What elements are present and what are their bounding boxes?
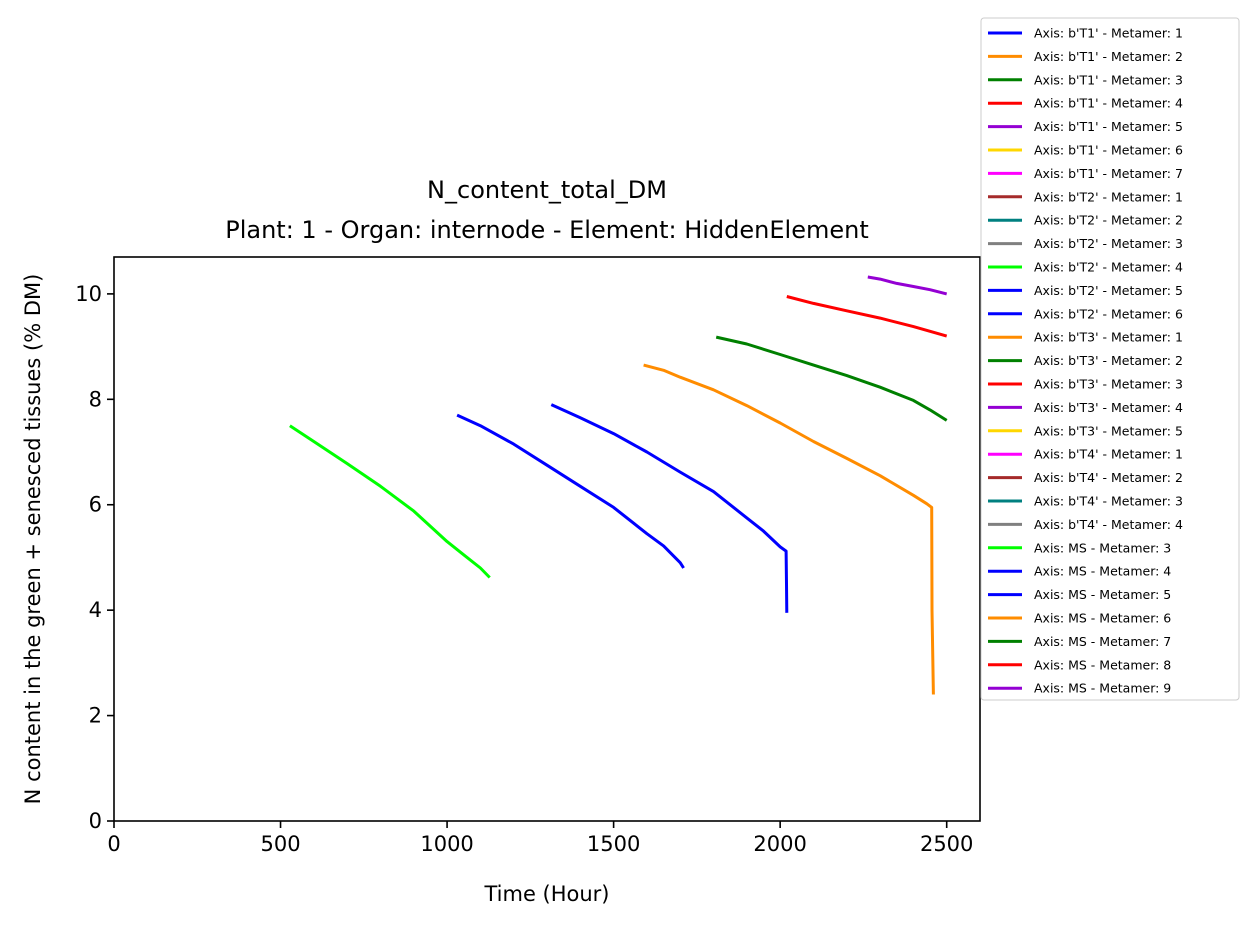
chart-title: N_content_total_DM (427, 176, 667, 204)
legend-label: Axis: MS - Metamer: 7 (1034, 634, 1171, 649)
legend-label: Axis: b'T2' - Metamer: 1 (1034, 189, 1183, 204)
legend-label: Axis: b'T3' - Metamer: 1 (1034, 330, 1183, 345)
legend-label: Axis: b'T1' - Metamer: 1 (1034, 26, 1183, 41)
y-tick-label: 8 (89, 387, 102, 411)
legend-label: Axis: b'T4' - Metamer: 4 (1034, 517, 1183, 532)
y-axis-title: N content in the green + senesced tissue… (21, 274, 45, 805)
legend-label: Axis: b'T1' - Metamer: 5 (1034, 119, 1183, 134)
legend-label: Axis: b'T1' - Metamer: 2 (1034, 49, 1183, 64)
series-line-26 (715, 335, 948, 422)
legend-label: Axis: b'T3' - Metamer: 4 (1034, 400, 1183, 415)
y-tick-label: 2 (89, 704, 102, 728)
series-line-28 (867, 275, 948, 296)
series-layer (289, 275, 948, 695)
legend-label: Axis: b'T3' - Metamer: 3 (1034, 377, 1183, 392)
legend-label: Axis: MS - Metamer: 9 (1034, 681, 1171, 696)
legend-label: Axis: b'T3' - Metamer: 5 (1034, 423, 1183, 438)
x-tick-label: 0 (107, 832, 120, 856)
legend-label: Axis: b'T2' - Metamer: 3 (1034, 236, 1183, 251)
x-tick-label: 1500 (587, 832, 640, 856)
series-line-24 (550, 403, 789, 613)
legend-label: Axis: MS - Metamer: 3 (1034, 540, 1171, 555)
x-tick-label: 1000 (420, 832, 473, 856)
plot-area-frame (113, 256, 981, 822)
chart-subtitle: Plant: 1 - Organ: internode - Element: H… (225, 216, 869, 244)
legend-label: Axis: b'T1' - Metamer: 4 (1034, 96, 1183, 111)
x-tick-label: 500 (260, 832, 300, 856)
legend-label: Axis: b'T2' - Metamer: 6 (1034, 306, 1183, 321)
legend-label: Axis: b'T4' - Metamer: 2 (1034, 470, 1183, 485)
legend-label: Axis: b'T1' - Metamer: 3 (1034, 72, 1183, 87)
x-tick-label: 2500 (920, 832, 973, 856)
x-tick-label: 2000 (753, 832, 806, 856)
legend-label: Axis: MS - Metamer: 8 (1034, 657, 1171, 672)
legend-label: Axis: b'T2' - Metamer: 4 (1034, 260, 1183, 275)
series-line-25 (643, 363, 935, 695)
legend-label: Axis: b'T1' - Metamer: 6 (1034, 143, 1183, 158)
legend-label: Axis: MS - Metamer: 5 (1034, 587, 1171, 602)
legend-label: Axis: b'T4' - Metamer: 1 (1034, 447, 1183, 462)
legend-label: Axis: MS - Metamer: 4 (1034, 564, 1171, 579)
series-line-22 (289, 424, 491, 579)
y-tick-label: 10 (75, 282, 102, 306)
legend-label: Axis: b'T2' - Metamer: 2 (1034, 213, 1183, 228)
legend-frame (980, 17, 1240, 701)
legend-label: Axis: b'T1' - Metamer: 7 (1034, 166, 1183, 181)
y-tick-label: 6 (89, 493, 102, 517)
legend-label: Axis: b'T2' - Metamer: 5 (1034, 283, 1183, 298)
legend-label: Axis: MS - Metamer: 6 (1034, 611, 1171, 626)
legend-label: Axis: b'T3' - Metamer: 2 (1034, 353, 1183, 368)
y-axis: 0 2 4 6 8 10 (75, 282, 114, 833)
y-tick-label: 0 (89, 809, 102, 833)
x-axis-title: Time (Hour) (483, 882, 609, 906)
legend-label: Axis: b'T4' - Metamer: 3 (1034, 494, 1183, 509)
series-line-23 (456, 413, 685, 569)
x-axis: 0 500 1000 1500 2000 2500 (107, 821, 973, 856)
series-line-27 (786, 295, 948, 338)
legend: Axis: b'T1' - Metamer: 1 Axis: b'T1' - Me… (980, 17, 1240, 701)
y-tick-label: 4 (89, 598, 102, 622)
